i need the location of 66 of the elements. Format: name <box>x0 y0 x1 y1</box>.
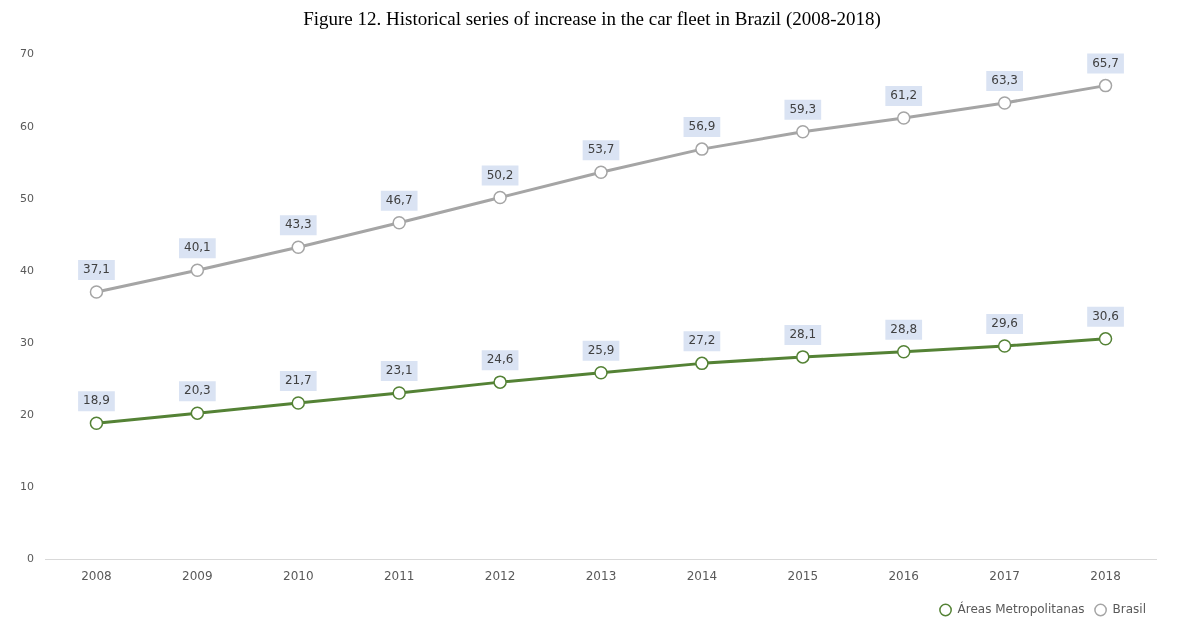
point <box>594 165 608 179</box>
point <box>291 396 306 410</box>
y-tick-label: 50 <box>20 191 34 205</box>
data-label: 53,7 <box>587 142 615 157</box>
x-tick-label: 2016 <box>888 568 919 583</box>
point <box>190 263 205 278</box>
data-label: 27,2 <box>688 333 716 348</box>
point <box>796 125 810 139</box>
x-tick-label: 2015 <box>787 568 819 583</box>
y-tick-label: 70 <box>20 47 34 61</box>
data-label: 37,1 <box>83 262 110 277</box>
point <box>695 142 709 156</box>
point <box>392 215 406 230</box>
data-label: 21,7 <box>284 373 312 388</box>
data-label: 61,2 <box>890 88 918 103</box>
x-tick-label: 2009 <box>182 568 213 583</box>
point <box>896 111 911 125</box>
point <box>896 345 911 359</box>
point <box>89 416 104 430</box>
point <box>997 96 1012 110</box>
x-tick-label: 2010 <box>283 568 314 583</box>
y-tick-label: 60 <box>20 119 34 133</box>
x-tick-label: 2017 <box>989 568 1020 583</box>
legend-label: Áreas Metropolitanas <box>957 601 1085 617</box>
point <box>89 285 104 299</box>
chart-title: Figure 12. Historical series of increase in the car fleet in Brazil (2008-2018) <box>302 8 882 30</box>
data-label: 63,3 <box>991 73 1018 88</box>
data-label: 28,1 <box>789 327 817 341</box>
data-label: 28,8 <box>890 321 918 336</box>
point <box>291 240 306 254</box>
legend-label: Brasil <box>1112 602 1147 617</box>
data-label: 43,3 <box>284 217 312 232</box>
data-label: 23,1 <box>385 363 413 378</box>
y-tick-label: 40 <box>20 263 34 277</box>
x-tick-label: 2008 <box>81 568 112 583</box>
y-tick-label: 10 <box>20 480 34 494</box>
point <box>695 356 709 371</box>
point <box>997 339 1012 353</box>
data-label: 30,6 <box>1092 308 1119 323</box>
data-label: 65,7 <box>1092 55 1119 70</box>
data-label: 56,9 <box>688 119 716 134</box>
data-label: 50,2 <box>486 167 514 182</box>
data-label: 20,3 <box>184 383 211 398</box>
point <box>1098 78 1113 93</box>
x-tick-label: 2012 <box>484 568 516 583</box>
point <box>796 350 810 364</box>
x-tick-label: 2014 <box>686 568 718 583</box>
point <box>594 366 608 380</box>
y-tick-label: 20 <box>20 408 34 422</box>
data-label: 29,6 <box>991 316 1018 331</box>
data-label: 24,6 <box>486 352 514 367</box>
point <box>1098 332 1113 346</box>
data-label: 25,9 <box>587 342 615 357</box>
x-tick-label: 2018 <box>1090 568 1121 583</box>
point <box>392 386 406 400</box>
x-tick-label: 2011 <box>383 568 415 583</box>
y-tick-label: 0 <box>27 552 34 566</box>
data-label: 18,9 <box>83 393 110 408</box>
point <box>190 406 205 420</box>
y-tick-label: 30 <box>20 336 34 350</box>
data-label: 59,3 <box>789 101 817 116</box>
x-tick-label: 2013 <box>585 568 617 583</box>
point <box>493 375 507 389</box>
point <box>493 190 507 205</box>
data-label: 46,7 <box>385 192 413 207</box>
data-label: 40,1 <box>184 240 211 255</box>
